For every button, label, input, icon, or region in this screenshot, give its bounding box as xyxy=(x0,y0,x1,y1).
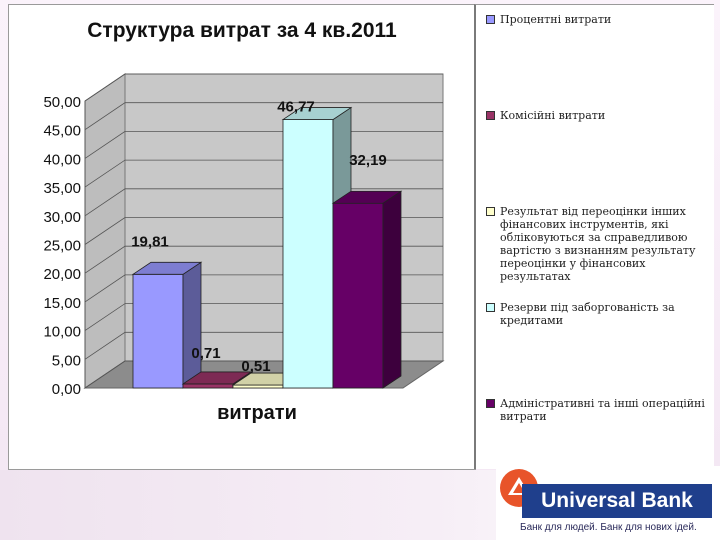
legend-label-commission: Комісійні витрати xyxy=(500,109,606,122)
bar-top-0 xyxy=(131,261,203,275)
data-label-1: 0,71 xyxy=(191,345,220,362)
bar-chart: 0,00 5,00 10,00 15,00 20,00 25,00 30,00 35,00 40… xyxy=(43,73,445,424)
bar-side-4 xyxy=(382,190,402,389)
y-tick-label: 10,00 xyxy=(43,324,81,341)
legend-swatch-commission xyxy=(486,111,495,120)
legend-swatch-reserves xyxy=(486,303,495,312)
data-label-0: 19,81 xyxy=(131,233,169,250)
y-tick-label: 45,00 xyxy=(43,123,81,140)
bank-name: Universal Bank xyxy=(522,484,712,518)
bar-top-3 xyxy=(281,107,353,120)
bar-side-0 xyxy=(182,261,202,389)
bar-0 xyxy=(132,273,184,389)
gridline xyxy=(84,73,443,102)
legend-label-interest: Процентні витрати xyxy=(500,13,612,26)
legend-swatch-admin xyxy=(486,399,495,408)
bank-branding: Universal Bank Банк для людей. Банк для … xyxy=(496,466,720,540)
chart-title: Структура витрат за 4 кв.2011 xyxy=(87,19,397,42)
legend-swatch-revaluation xyxy=(486,207,495,216)
y-tick-label: 5,00 xyxy=(52,352,81,369)
gridline xyxy=(84,102,443,131)
chart-panel: Структура витрат за 4 кв.2011 0,00 5,00 10… xyxy=(8,4,476,470)
bar-4 xyxy=(332,202,384,389)
y-tick-label: 50,00 xyxy=(43,94,81,111)
data-label-2: 0,51 xyxy=(241,358,270,375)
legend-panel: Процентні витрати Комісійні витрати Резу… xyxy=(474,4,714,469)
bar-3 xyxy=(282,119,334,389)
bar-2 xyxy=(232,384,284,389)
y-tick-label: 35,00 xyxy=(43,180,81,197)
legend-label-revaluation: Результат від переоцінки інших фінансови… xyxy=(500,205,696,283)
y-tick-label: 20,00 xyxy=(43,266,81,283)
bar-top-4 xyxy=(331,190,403,204)
bar-1 xyxy=(182,383,234,389)
y-tick-label: 15,00 xyxy=(43,295,81,312)
legend-label-reserves: Резерви під заборгованість за кредитами xyxy=(500,301,675,327)
y-tick-label: 0,00 xyxy=(52,381,81,398)
x-axis-label: витрати xyxy=(217,402,297,424)
y-tick-label: 30,00 xyxy=(43,209,81,226)
legend-label-admin: Адміністративні та інші операційні витра… xyxy=(500,397,705,423)
bar-top-1 xyxy=(181,371,253,385)
legend-swatch-interest xyxy=(486,15,495,24)
y-tick-label: 40,00 xyxy=(43,151,81,168)
data-label-4: 32,19 xyxy=(349,152,387,169)
bank-slogan: Банк для людей. Банк для нових ідей. xyxy=(520,522,697,533)
y-tick-label: 25,00 xyxy=(43,238,81,255)
data-label-3: 46,77 xyxy=(277,99,315,116)
